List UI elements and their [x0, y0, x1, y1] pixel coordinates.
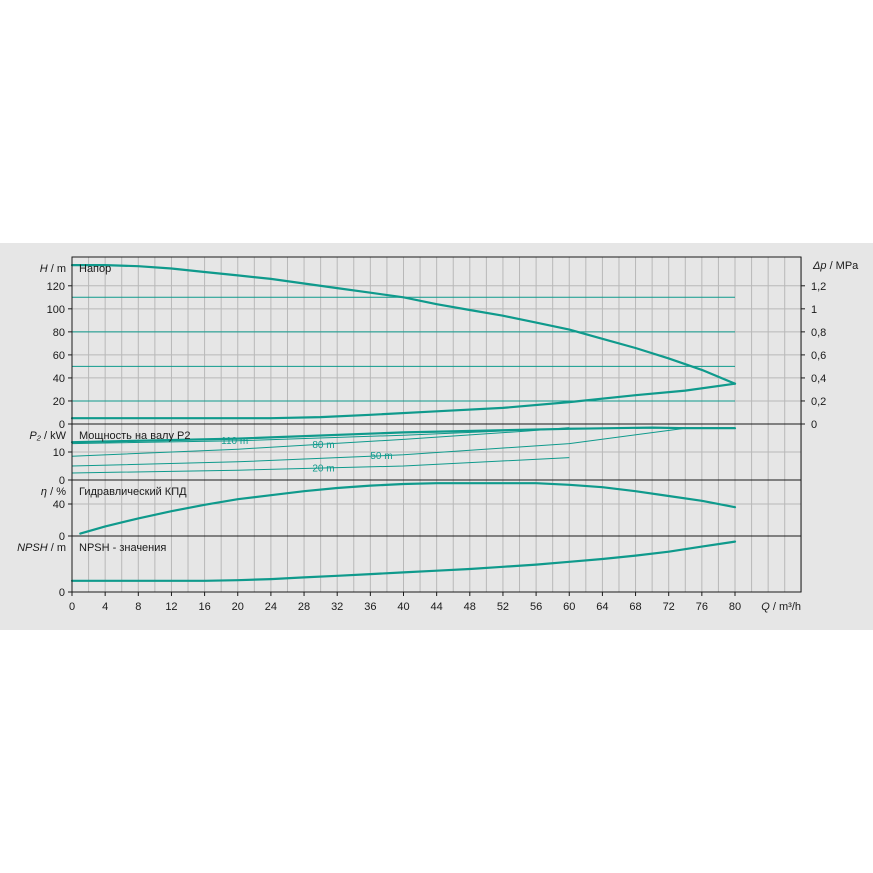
- y-axis-label-symbol: NPSH: [17, 542, 51, 554]
- x-tick-label: 80: [729, 601, 741, 613]
- series-line-main: [70, 540, 737, 582]
- series-line-main: [79, 482, 737, 535]
- y-tick-label: 10: [53, 447, 65, 459]
- right-axis-label-unit: / MPa: [830, 260, 860, 272]
- y-tick-label: 0: [59, 475, 65, 487]
- y-axis-label-symbol: η: [41, 486, 50, 498]
- y-tick-label: 0: [59, 531, 65, 543]
- y-tick-label: 60: [53, 350, 65, 362]
- curve-label: 110 m: [221, 436, 248, 447]
- y-axis-label-symbol: P₂: [29, 430, 44, 442]
- right-tick-label: 0: [811, 419, 817, 431]
- x-tick-label: 48: [464, 601, 476, 613]
- x-tick-label: 36: [364, 601, 376, 613]
- x-tick-label: 12: [165, 601, 177, 613]
- x-tick-label: 16: [198, 601, 210, 613]
- x-tick-label: 64: [596, 601, 608, 613]
- x-tick-label: 4: [102, 601, 108, 613]
- panel-title: Напор: [79, 263, 111, 275]
- series-line-main: [70, 382, 737, 420]
- x-tick-label: 8: [135, 601, 141, 613]
- x-tick-label: 0: [69, 601, 75, 613]
- right-tick-label: 0,2: [811, 396, 826, 408]
- y-axis-label-unit: / m: [51, 542, 66, 554]
- panel-title: NPSH - значения: [79, 542, 166, 554]
- series-line-aux: [71, 427, 735, 445]
- right-tick-label: 0,4: [811, 373, 826, 385]
- right-tick-label: 1: [811, 304, 817, 316]
- y-axis-label: NPSH / m: [17, 542, 66, 554]
- x-tick-label: 76: [696, 601, 708, 613]
- y-tick-label: 80: [53, 327, 65, 339]
- panel-head: 0 20 40 60 80 100 120 0 0,2 0,4 0,6 0,8 1 1,2 Δp / MPa…: [40, 256, 859, 431]
- curve-label: 20 m: [312, 463, 334, 474]
- series-line-aux: [71, 457, 570, 474]
- y-axis-label-unit: / %: [50, 486, 66, 498]
- series-group: [79, 482, 737, 535]
- panel-title: Гидравлический КПД: [79, 486, 187, 498]
- x-axis: 0 4 8 12 16 20 24 28 32 36 40 44 48 52 56 60 64 68 72 76 80 Q…: [69, 592, 801, 613]
- right-axis-label-symbol: Δp: [812, 260, 830, 272]
- y-tick-label: 0: [59, 419, 65, 431]
- y-axis-label: H / m: [40, 263, 66, 275]
- x-axis-label: Q / m³/h: [761, 601, 801, 613]
- y-axis-label-symbol: H: [40, 263, 51, 275]
- x-tick-label: 20: [232, 601, 244, 613]
- pump-curve-chart: 0 20 40 60 80 100 120 0 0,2 0,4 0,6 0,8 1 1,2 Δp / MPa…: [0, 243, 873, 630]
- y-axis-label-unit: / m: [51, 263, 66, 275]
- x-tick-label: 60: [563, 601, 575, 613]
- right-tick-label: 0,6: [811, 350, 826, 362]
- y-tick-label: 40: [53, 499, 65, 511]
- x-tick-label: 52: [497, 601, 509, 613]
- y-tick-label: 20: [53, 396, 65, 408]
- right-tick-label: 0,8: [811, 327, 826, 339]
- series-line-aux: [71, 427, 570, 457]
- series-group: [70, 540, 737, 582]
- right-axis-label: Δp / MPa: [812, 260, 859, 272]
- x-tick-label: 24: [265, 601, 277, 613]
- y-tick-label: 120: [47, 281, 65, 293]
- y-tick-label: 0: [59, 587, 65, 599]
- y-axis-label: η / %: [41, 486, 66, 498]
- x-tick-label: 72: [663, 601, 675, 613]
- panel-title: Мощность на валу P2: [79, 430, 191, 442]
- curve-label: 80 m: [312, 440, 334, 451]
- x-tick-label: 28: [298, 601, 310, 613]
- x-tick-label: 44: [431, 601, 443, 613]
- y-tick-label: 100: [47, 304, 65, 316]
- y-tick-label: 40: [53, 373, 65, 385]
- x-tick-label: 40: [397, 601, 409, 613]
- x-axis-label-symbol: Q: [761, 601, 773, 613]
- x-tick-label: 32: [331, 601, 343, 613]
- right-tick-label: 1,2: [811, 281, 826, 293]
- curve-label: 50 m: [370, 451, 392, 462]
- series-group: [70, 264, 737, 420]
- series-group: [70, 426, 737, 474]
- x-axis-label-unit: / m³/h: [773, 601, 801, 613]
- x-tick-label: 68: [629, 601, 641, 613]
- y-axis-label: P₂ / kW: [29, 430, 66, 442]
- series-line-aux: [71, 427, 686, 467]
- y-axis-label-unit: / kW: [44, 430, 67, 442]
- x-tick-label: 56: [530, 601, 542, 613]
